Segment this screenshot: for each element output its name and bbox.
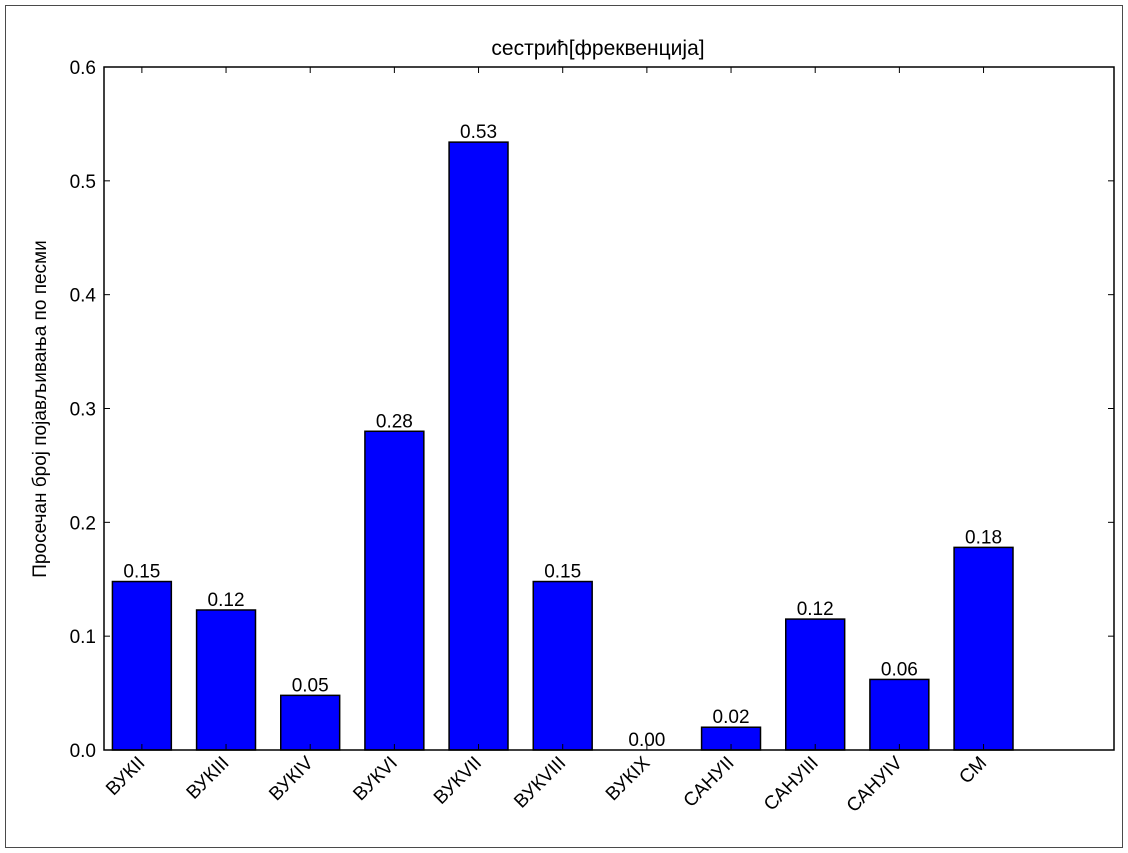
y-axis-label: Просечан број појављивања по песми — [30, 240, 51, 577]
plot-area — [103, 66, 1115, 751]
y-tick-label: 0.3 — [70, 400, 96, 421]
bar-value-label: 0.28 — [376, 411, 413, 432]
bar — [364, 430, 425, 751]
bars-layer — [111, 141, 1014, 751]
bar-value-label: 0.15 — [544, 562, 581, 583]
bar — [195, 609, 257, 751]
bar — [869, 678, 930, 751]
bar-value-labels: 0.15 0.12 0.05 0.28 0.53 0.15 0.00 0.02 0.12 0.06… — [123, 122, 1002, 751]
y-tick-label: 0.0 — [70, 741, 96, 762]
bar-value-label: 0.05 — [292, 675, 329, 696]
bar-value-label: 0.06 — [881, 659, 918, 680]
x-tick-label: ВУКIX — [602, 752, 655, 805]
x-tick-label: ВУКVI — [349, 753, 401, 805]
x-tick-label: ВУКVII — [430, 753, 486, 809]
y-tick-label: 0.2 — [70, 513, 96, 534]
chart-title: сестрић[фреквенција] — [491, 37, 704, 60]
y-axis-ticks: 0.0 0.1 0.2 0.3 0.4 0.5 0.6 — [70, 58, 1114, 762]
bar-value-label: 0.02 — [713, 707, 750, 728]
bar — [785, 618, 846, 751]
x-tick-label: СМ — [955, 753, 991, 789]
bar-value-label: 0.18 — [965, 527, 1002, 548]
x-tick-label: САНУII — [680, 753, 739, 812]
bar-value-label: 0.00 — [628, 730, 665, 751]
bar — [111, 580, 173, 751]
x-tick-label: САНУIII — [760, 753, 823, 816]
bar — [280, 694, 341, 751]
y-tick-label: 0.5 — [70, 172, 96, 193]
y-tick-label: 0.1 — [70, 627, 96, 648]
x-tick-label: ВУКII — [102, 753, 149, 800]
x-tick-label: ВУКIV — [265, 752, 318, 805]
bar-value-label: 0.15 — [123, 562, 160, 583]
y-tick-label: 0.4 — [70, 286, 97, 307]
x-tick-label: ВУКVIII — [510, 753, 570, 813]
y-tick-label: 0.6 — [70, 58, 96, 79]
bar — [953, 546, 1014, 751]
bar-value-label: 0.53 — [460, 122, 497, 143]
bar-value-label: 0.12 — [208, 590, 245, 611]
x-tick-label: САНУIV — [843, 752, 907, 816]
bar — [532, 580, 593, 751]
x-tick-label: ВУКIII — [183, 753, 234, 804]
bar-value-label: 0.12 — [797, 599, 834, 620]
bar — [448, 141, 509, 751]
